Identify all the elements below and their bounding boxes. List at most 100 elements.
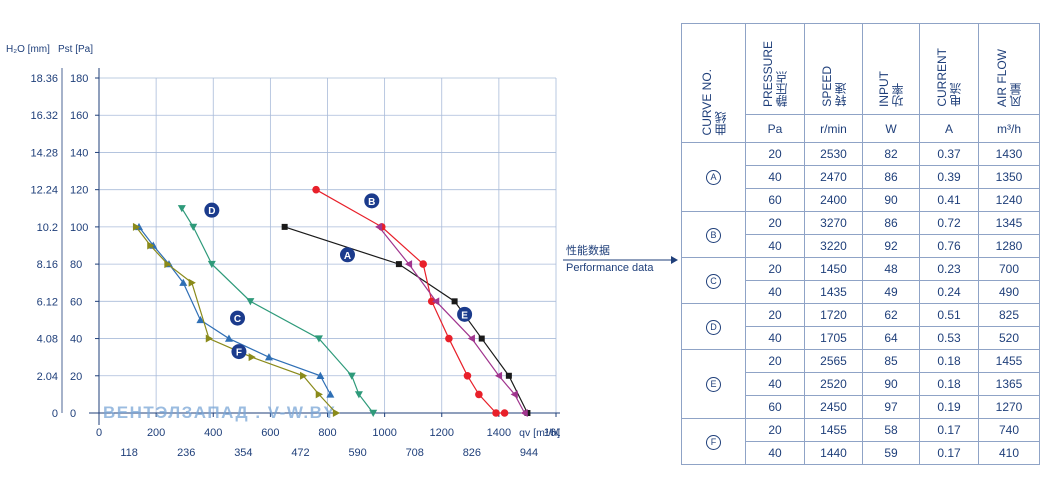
table-cell: 0.17	[919, 418, 979, 442]
table-header-label: PRESSURE 静压点	[761, 40, 789, 107]
data-point	[196, 315, 205, 324]
table-cell: 0.39	[919, 165, 979, 189]
table-cell: 2520	[804, 372, 863, 396]
data-point	[451, 298, 458, 305]
table-cell: 20	[745, 349, 805, 373]
table-cell: 410	[978, 441, 1040, 465]
data-point	[316, 371, 325, 379]
y-tick-label-mm: 6.12	[37, 296, 58, 308]
y-tick-label-mm: 10.2	[37, 222, 58, 234]
data-point	[395, 261, 402, 268]
x-tick-label-m3h: 1600	[544, 427, 560, 439]
series-line-C	[138, 226, 331, 395]
table-header-label: SPEED 转速	[819, 66, 848, 107]
y-tick-label-mm: 0	[52, 408, 58, 420]
table-row: A 20 2530 82 0.37 1430	[681, 142, 1040, 212]
series-label-badge-C	[230, 310, 246, 326]
table-cell: 48	[862, 257, 920, 281]
table-cell: 20	[745, 303, 805, 327]
data-point	[505, 372, 512, 379]
table-cell: 62	[862, 303, 920, 327]
data-point	[374, 222, 383, 231]
y-tick-label-pa: 180	[70, 73, 88, 85]
y-tick-label-mm: 18.36	[30, 73, 58, 85]
x-tick-label-m3h: 1400	[487, 427, 511, 439]
data-point	[205, 334, 213, 343]
x-tick-label-cfm: 826	[463, 447, 481, 459]
data-point	[500, 409, 509, 417]
data-point	[467, 334, 475, 343]
table-curve-cell: B	[681, 211, 746, 258]
table-header-label: INPUT 功率	[877, 71, 905, 107]
table-cell: 60	[745, 395, 805, 419]
table-cell: 40	[745, 441, 805, 465]
table-cell: 2565	[804, 349, 863, 373]
y-tick-label-mm: 8.16	[37, 259, 58, 271]
data-point	[369, 409, 378, 417]
data-point	[147, 241, 155, 250]
curve-id-badge: B	[706, 227, 721, 243]
data-point	[419, 260, 427, 268]
table-header-cell: PRESSURE 静压点	[745, 23, 805, 115]
table-cell: 1345	[978, 211, 1040, 235]
x-tick-label-cfm: 472	[291, 447, 309, 459]
series-line-A	[284, 226, 528, 414]
series-label-C: C	[234, 314, 241, 325]
chart-svg: H₂O [mm] Pst [Pa] 0 2.04 4.08 6.12 8.16 10.2 12.…	[6, 44, 560, 459]
table-cell: 0.76	[919, 234, 979, 258]
table-cell: 0.18	[919, 372, 979, 396]
data-point	[432, 297, 440, 306]
data-point	[246, 298, 255, 306]
table-curve-cell: F	[681, 418, 746, 465]
table-header-row: CURVE NO. 曲线 PRESSURE 静压点 SPEED 转速 INPUT 功率…	[681, 23, 1040, 143]
y-tick-label-pa: 160	[70, 110, 88, 122]
series-label-F: F	[236, 348, 242, 359]
y-tick-label-mm: 14.28	[30, 147, 58, 159]
y-tick-label-pa: 20	[70, 371, 82, 383]
table-header-cell: CURVE NO. 曲线	[681, 23, 746, 143]
table-row: B 20 3270 86 0.72 1345	[681, 211, 1040, 258]
x-tick-label-m3h: 400	[204, 427, 222, 439]
data-point	[179, 278, 188, 286]
x-tick-label-cfm: 236	[177, 447, 195, 459]
table-cell: 1240	[978, 188, 1040, 212]
table-cell: 86	[862, 165, 920, 189]
series-label-A: A	[344, 251, 351, 262]
curve-id-badge: C	[706, 273, 721, 289]
table-cell: 520	[978, 326, 1040, 350]
x-tick-label-cfm: 944	[520, 447, 538, 459]
series-label-badge-E	[457, 306, 473, 322]
table-cell: 0.19	[919, 395, 979, 419]
table-header-cell: INPUT 功率	[862, 23, 920, 115]
table-cell: 2450	[804, 395, 863, 419]
table-header-label: CURRENT 电流	[935, 48, 963, 107]
table-row: E 20 2565 85 0.18 1455	[681, 349, 1040, 419]
table-cell: 59	[862, 441, 920, 465]
x-tick-label-cfm: 354	[234, 447, 252, 459]
table-header-cell: AIR FLOW 风量	[978, 23, 1040, 115]
table-cell: 40	[745, 280, 805, 304]
x-tick-label-m3h: 1000	[372, 427, 396, 439]
data-point	[248, 353, 256, 362]
series-label-D: D	[208, 206, 215, 217]
table-cell: 85	[862, 349, 920, 373]
table-cell: 1280	[978, 234, 1040, 258]
table-header-cell: SPEED 转速	[804, 23, 863, 115]
data-point	[404, 260, 413, 269]
data-point	[281, 223, 288, 230]
table-cell: 0.72	[919, 211, 979, 235]
data-point	[189, 223, 198, 231]
table-cell: 49	[862, 280, 920, 304]
data-point	[332, 409, 341, 417]
table-cell: 40	[745, 372, 805, 396]
table-cell: 40	[745, 326, 805, 350]
data-point	[347, 372, 356, 380]
table-cell: 0.24	[919, 280, 979, 304]
y-tick-label-mm: 16.32	[30, 110, 58, 122]
fan-performance-chart: H₂O [mm] Pst [Pa] 0 2.04 4.08 6.12 8.16 10.2 12.…	[6, 44, 560, 459]
data-point	[188, 278, 196, 287]
y-tick-label-pa: 60	[70, 296, 82, 308]
table-header-label: CURVE NO. 曲线	[699, 68, 728, 135]
watermark: ВЕНТЭЛЗАПАД . V-W.BY	[103, 403, 336, 422]
table-cell: 2400	[804, 188, 863, 212]
